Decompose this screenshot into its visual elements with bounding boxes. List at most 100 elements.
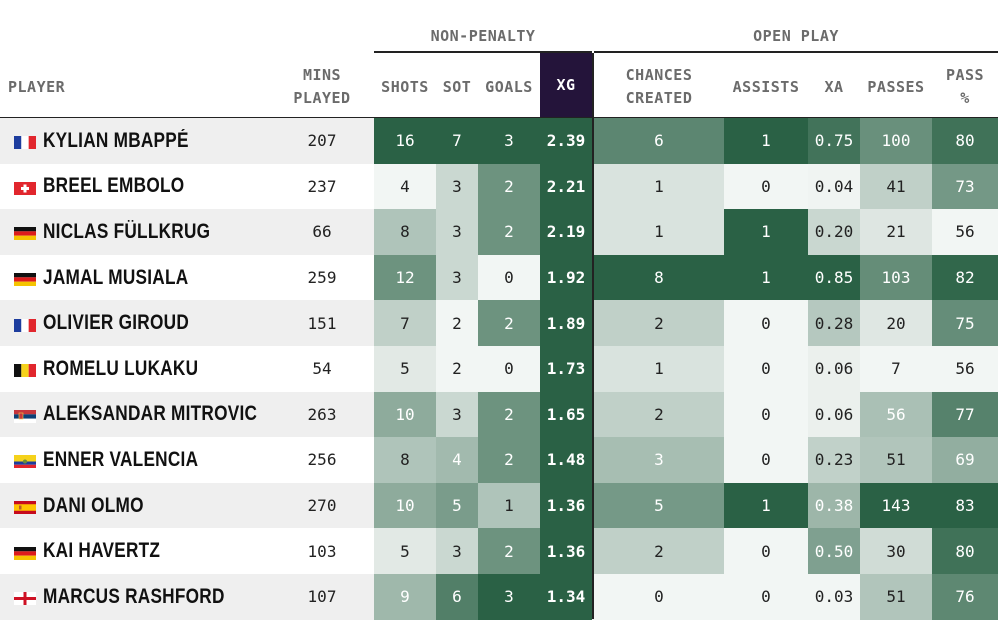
chances-cell: 1 (594, 346, 724, 392)
xa-cell: 0.38 (808, 482, 860, 529)
pass-pct-cell: 82 (932, 254, 998, 301)
goals-cell: 2 (478, 528, 540, 574)
mins-played-cell: 237 (307, 176, 337, 196)
mins-played-cell: 103 (307, 541, 337, 561)
pass-pct-cell: 77 (932, 391, 998, 438)
chances-cell: 2 (594, 528, 724, 574)
player-name: ENNER VALENCIA (43, 447, 199, 471)
pass-pct-cell: 73 (932, 163, 998, 210)
xg-cell: 1.36 (540, 482, 592, 529)
player-cell: ENNER VALENCIA (14, 437, 232, 483)
passes-cell: 7 (860, 346, 932, 392)
column-header-pass-line2: % (960, 89, 970, 107)
shots-cell: 9 (374, 574, 436, 620)
pass-pct-cell: 56 (932, 346, 998, 392)
column-header-mins-played: MINS PLAYED (272, 56, 372, 118)
chances-cell: 3 (594, 437, 724, 483)
belgium-flag (14, 362, 36, 378)
assists-cell: 0 (724, 437, 808, 483)
goals-cell: 2 (478, 209, 540, 255)
column-header-mins-line1: MINS (302, 66, 342, 84)
column-header-shots: SHOTS (381, 77, 429, 96)
column-header-player: PLAYER (8, 77, 66, 96)
passes-cell: 51 (860, 574, 932, 620)
xg-cell: 1.92 (540, 254, 592, 301)
germany-flag (14, 271, 36, 287)
chances-cell: 1 (594, 209, 724, 255)
sot-cell: 2 (436, 300, 478, 346)
table-row: BREEL EMBOLO 237 4 3 2 2.21 1 0 0.04 41 73 (0, 163, 998, 210)
chances-cell: 1 (594, 163, 724, 210)
sot-cell: 3 (436, 528, 478, 574)
column-header-xa: XA (824, 77, 844, 96)
goals-cell: 0 (478, 346, 540, 392)
xa-cell: 0.06 (808, 391, 860, 438)
table-row: MARCUS RASHFORD 107 9 6 3 1.34 0 0 0.03 51 76 (0, 574, 998, 620)
table-row: JAMAL MUSIALA 259 12 3 0 1.92 8 1 0.85 103 82 (0, 254, 998, 301)
assists-cell: 1 (724, 482, 808, 529)
sot-cell: 3 (436, 254, 478, 301)
player-name: DANI OLMO (43, 493, 144, 517)
shots-cell: 5 (374, 528, 436, 574)
player-name: OLIVIER GIROUD (43, 311, 189, 335)
player-cell: BREEL EMBOLO (14, 164, 215, 210)
player-name: NICLAS FÜLLKRUG (43, 219, 211, 243)
pass-pct-cell: 76 (932, 574, 998, 620)
goals-cell: 1 (478, 482, 540, 529)
passes-cell: 103 (860, 254, 932, 301)
mins-played-cell: 66 (312, 222, 332, 242)
table-row: KAI HAVERTZ 103 5 3 2 1.36 2 0 0.50 30 80 (0, 528, 998, 574)
shots-cell: 5 (374, 346, 436, 392)
sot-cell: 3 (436, 391, 478, 438)
player-cell: ALEKSANDAR MITROVIC (14, 392, 304, 438)
table-row: KYLIAN MBAPPÉ 207 16 7 3 2.39 6 1 0.75 100 80 (0, 118, 998, 164)
sot-cell: 2 (436, 346, 478, 392)
column-header-passes: PASSES (867, 77, 925, 96)
goals-cell: 3 (478, 118, 540, 164)
chances-cell: 8 (594, 254, 724, 301)
xg-cell: 1.65 (540, 391, 592, 438)
sot-cell: 6 (436, 574, 478, 620)
player-cell: JAMAL MUSIALA (14, 255, 220, 301)
sot-cell: 4 (436, 437, 478, 483)
pass-pct-cell: 69 (932, 437, 998, 483)
ecuador-flag (14, 453, 36, 469)
xa-cell: 0.75 (808, 118, 860, 164)
player-cell: KAI HAVERTZ (14, 528, 186, 574)
chances-cell: 0 (594, 574, 724, 620)
shots-cell: 8 (374, 437, 436, 483)
mins-played-cell: 263 (307, 404, 337, 424)
chances-cell: 5 (594, 482, 724, 529)
player-name: MARCUS RASHFORD (43, 584, 225, 608)
pass-pct-cell: 75 (932, 300, 998, 346)
column-header-pass-line1: PASS (945, 66, 985, 84)
passes-cell: 21 (860, 209, 932, 255)
player-name: KAI HAVERTZ (43, 539, 161, 563)
xg-cell: 1.89 (540, 300, 592, 346)
chances-cell: 2 (594, 300, 724, 346)
player-name: BREEL EMBOLO (43, 174, 185, 198)
france-flag (14, 134, 36, 150)
xa-cell: 0.23 (808, 437, 860, 483)
player-cell: OLIVIER GIROUD (14, 300, 221, 346)
mins-played-cell: 107 (307, 587, 337, 607)
assists-cell: 0 (724, 346, 808, 392)
xa-cell: 0.20 (808, 209, 860, 255)
germany-flag (14, 545, 36, 560)
england-flag (14, 590, 36, 606)
germany-flag (14, 225, 36, 241)
shots-cell: 10 (374, 391, 436, 438)
player-cell: DANI OLMO (14, 483, 166, 529)
assists-cell: 1 (724, 209, 808, 255)
goals-cell: 2 (478, 300, 540, 346)
xa-cell: 0.03 (808, 574, 860, 620)
mins-played-cell: 259 (307, 268, 337, 288)
passes-cell: 20 (860, 300, 932, 346)
player-name: ROMELU LUKAKU (43, 356, 199, 380)
player-cell: KYLIAN MBAPPÉ (14, 118, 221, 164)
table-row: DANI OLMO 270 10 5 1 1.36 5 1 0.38 143 83 (0, 482, 998, 529)
passes-cell: 56 (860, 391, 932, 438)
spain-flag (14, 499, 36, 515)
assists-cell: 0 (724, 574, 808, 620)
